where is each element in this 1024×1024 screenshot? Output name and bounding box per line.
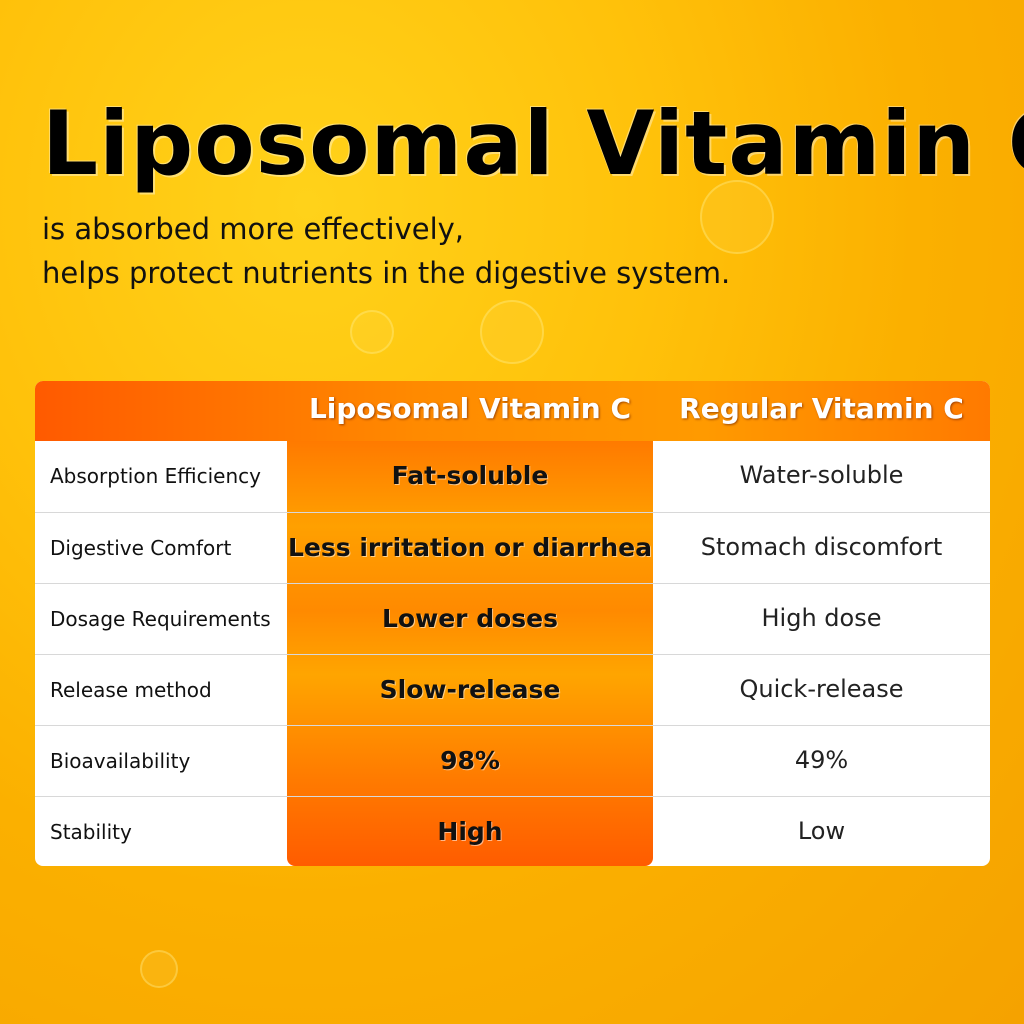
regular-value: 49%: [794, 746, 849, 774]
page-title: Liposomal Vitamin C: [42, 92, 1024, 195]
table-row: Bioavailability 98% 49%: [35, 725, 990, 797]
subtitle-line: helps protect nutrients in the digestive…: [42, 256, 731, 290]
subtitle-line: is absorbed more effectively,: [42, 212, 465, 246]
table-row: Absorption Efficiency Fat-soluble Water-so…: [35, 441, 990, 512]
liposomal-value: Slow-release: [379, 675, 561, 704]
row-label: Absorption Efficiency: [50, 464, 261, 488]
table-row: Release method Slow-release Quick-release: [35, 654, 990, 726]
liposomal-value: Less irritation or diarrhea: [288, 533, 652, 562]
liposomal-value: 98%: [440, 746, 500, 775]
comparison-table: Liposomal Vitamin C Regular Vitamin C Ab…: [35, 381, 990, 866]
table-row: Digestive Comfort Less irritation or diar…: [35, 512, 990, 584]
liposomal-column-highlight: [287, 441, 653, 866]
decorative-bubble: [700, 180, 774, 254]
row-label: Stability: [50, 820, 132, 844]
regular-value: Quick-release: [739, 675, 904, 703]
header-regular: Regular Vitamin C: [679, 392, 964, 425]
decorative-bubble: [350, 310, 394, 354]
row-label: Bioavailability: [50, 749, 191, 773]
table-header: Liposomal Vitamin C Regular Vitamin C: [35, 381, 990, 441]
liposomal-value: Fat-soluble: [391, 461, 549, 490]
liposomal-value: High: [437, 817, 503, 846]
regular-value: Low: [797, 817, 846, 845]
decorative-bubble: [140, 950, 178, 988]
row-label: Release method: [50, 678, 212, 702]
table-row: Stability High Low: [35, 796, 990, 866]
table-row: Dosage Requirements Lower doses High dose: [35, 583, 990, 655]
liposomal-value: Lower doses: [382, 604, 558, 633]
decorative-bubble: [480, 300, 544, 364]
row-label: Digestive Comfort: [50, 536, 232, 560]
regular-value: High dose: [761, 604, 882, 632]
header-liposomal: Liposomal Vitamin C: [308, 392, 632, 425]
regular-value: Water-soluble: [739, 461, 904, 489]
row-label: Dosage Requirements: [50, 607, 271, 631]
regular-value: Stomach discomfort: [700, 533, 943, 561]
